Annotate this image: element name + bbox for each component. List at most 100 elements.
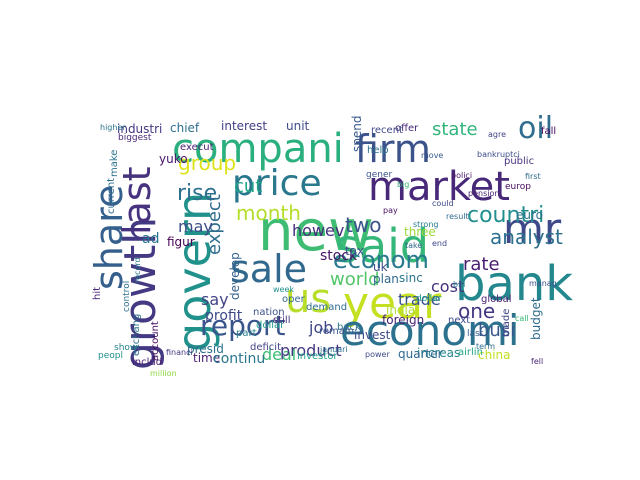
cloud-word: execut — [180, 142, 214, 153]
cloud-word: cut — [234, 176, 262, 197]
cloud-word: us — [285, 276, 331, 322]
cloud-word: sale — [230, 247, 307, 291]
cloud-word: deal — [262, 345, 296, 364]
cloud-word: china — [478, 348, 511, 362]
cloud-word: group — [178, 151, 236, 175]
cloud-word: firm — [355, 127, 431, 171]
cloud-word: world — [330, 269, 380, 290]
cloud-word: one — [458, 299, 495, 323]
cloud-word: nation — [253, 307, 285, 318]
cloud-word: airlin — [458, 347, 483, 358]
cloud-word: fell — [531, 357, 543, 366]
cloud-word: januari — [319, 345, 348, 354]
cloud-word: howev — [292, 221, 344, 240]
cloud-word: demand — [306, 302, 347, 313]
cloud-word: rate — [463, 254, 500, 275]
cloud-word: analyst — [490, 225, 563, 249]
cloud-word: presid — [187, 342, 224, 356]
cloud-word: exchang — [131, 314, 142, 356]
cloud-word: make — [109, 150, 120, 177]
cloud-word: back — [337, 322, 361, 333]
cloud-word: growth — [115, 217, 166, 370]
cloud-word: million — [150, 369, 177, 378]
cloud-word: cost — [431, 277, 464, 296]
cloud-word: first — [525, 172, 541, 181]
cloud-word: busi — [478, 320, 515, 341]
cloud-word: compani — [172, 126, 344, 172]
cloud-word: europ — [505, 182, 531, 192]
cloud-word: strong — [413, 220, 438, 229]
cloud-word: polici — [451, 171, 472, 180]
cloud-word: show — [114, 343, 137, 353]
cloud-word: could — [432, 199, 454, 208]
cloud-word: month — [236, 201, 301, 225]
cloud-word: report — [200, 309, 286, 342]
cloud-word: countri — [467, 203, 544, 228]
cloud-word: dollar — [416, 294, 442, 304]
cloud-word: public — [504, 156, 534, 167]
cloud-word: call — [515, 314, 529, 323]
cloud-word: oil — [518, 111, 553, 146]
cloud-word: unit — [286, 119, 310, 133]
cloud-word: foreign — [382, 313, 424, 327]
cloud-word: peopl — [98, 351, 123, 361]
cloud-word: tax — [345, 244, 364, 258]
cloud-word: said — [335, 219, 429, 273]
cloud-word: chief — [170, 121, 200, 135]
cloud-word: profit — [205, 308, 243, 324]
cloud-word: economi — [340, 306, 520, 355]
cloud-word: part — [236, 328, 257, 339]
cloud-word: trade — [398, 290, 441, 309]
cloud-word: end — [432, 239, 447, 248]
cloud-word: product — [280, 341, 342, 360]
cloud-word: last — [467, 329, 484, 339]
cloud-word: market — [368, 164, 510, 210]
cloud-word: stock — [320, 248, 358, 264]
cloud-word: pension — [468, 189, 499, 198]
cloud-word: figur — [167, 235, 195, 249]
cloud-word: share — [87, 185, 131, 290]
cloud-word: control — [122, 281, 132, 312]
cloud-word: new — [258, 199, 374, 264]
cloud-word: say — [201, 290, 229, 309]
cloud-word: bankruptci — [477, 150, 520, 159]
cloud-word: expect — [204, 194, 225, 255]
cloud-word: india — [386, 303, 415, 317]
cloud-word: biggest — [118, 133, 152, 143]
cloud-word: global — [481, 294, 512, 305]
cloud-word: agre — [488, 130, 506, 139]
cloud-word: year — [343, 278, 442, 329]
cloud-word: next — [448, 315, 470, 326]
cloud-word: pay — [383, 206, 398, 215]
cloud-word: industri — [117, 122, 162, 136]
cloud-word: fall — [541, 126, 556, 137]
cloud-word: gener — [366, 170, 392, 180]
cloud-word: account — [150, 321, 161, 361]
cloud-word: continu — [213, 351, 265, 367]
cloud-word: yuko — [159, 152, 188, 166]
word-cloud-background — [80, 120, 560, 360]
cloud-word: remain — [319, 326, 354, 337]
cloud-word: increas — [417, 346, 460, 360]
cloud-word: includ — [132, 357, 162, 368]
cloud-word: time — [193, 351, 220, 365]
cloud-word: may — [178, 217, 213, 236]
cloud-word: budget — [529, 297, 543, 340]
cloud-word: bid — [453, 280, 465, 289]
cloud-word: recent — [371, 125, 403, 136]
cloud-word: financi — [166, 348, 193, 357]
cloud-word: investor — [297, 351, 338, 362]
cloud-word: rise — [177, 181, 217, 206]
cloud-word: ad — [142, 231, 159, 247]
cloud-word: record — [133, 257, 142, 283]
cloud-word: oper — [282, 294, 306, 305]
cloud-word: power — [365, 350, 390, 359]
cloud-word: two — [345, 213, 381, 237]
cloud-word: econom — [333, 246, 429, 274]
cloud-word: last — [115, 166, 159, 235]
cloud-word: current — [106, 178, 117, 214]
cloud-word: mr — [503, 204, 562, 253]
cloud-word: manag — [529, 279, 557, 288]
cloud-word: state — [432, 119, 478, 140]
